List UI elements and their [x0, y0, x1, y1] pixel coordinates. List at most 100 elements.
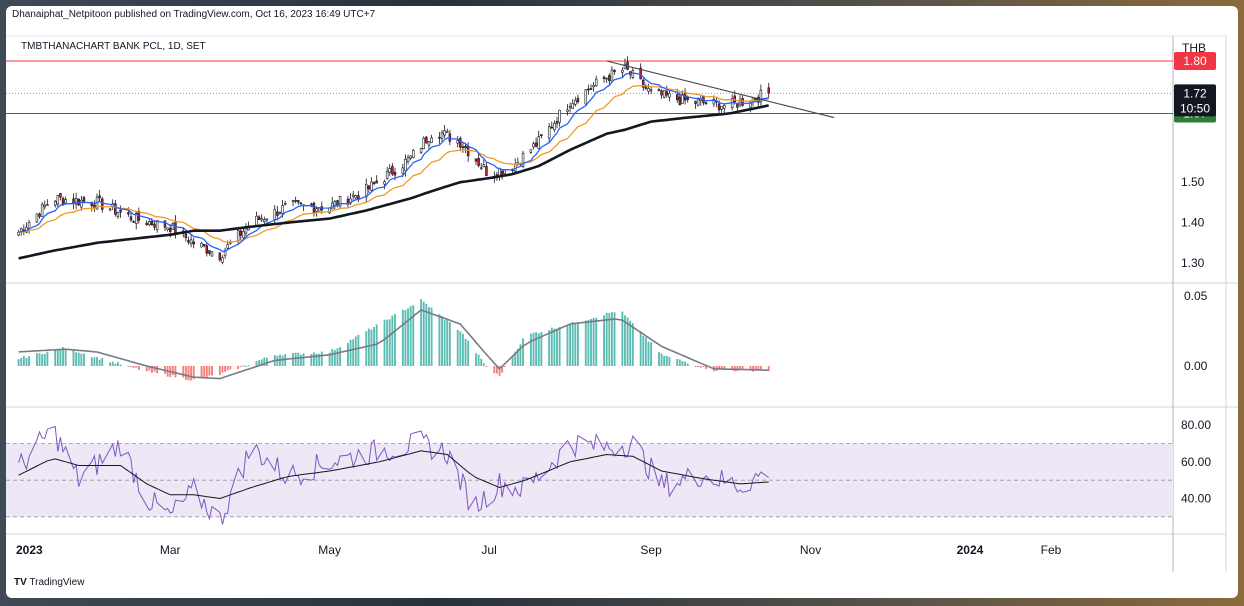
chart-canvas[interactable]: 1.301.401.501.801.671.7210:500.050.0080.…	[6, 6, 1238, 598]
candle	[521, 152, 525, 167]
candle	[40, 203, 44, 217]
histogram-bar	[514, 351, 517, 366]
candle	[171, 222, 175, 230]
candle	[260, 218, 263, 221]
histogram-bar	[603, 315, 606, 366]
histogram-bar	[80, 353, 83, 366]
candle	[657, 89, 661, 91]
candle	[82, 197, 86, 202]
candle	[479, 167, 483, 170]
histogram-bar	[174, 366, 177, 378]
histogram-bar	[229, 366, 232, 370]
histogram-bar	[260, 359, 263, 366]
histogram-bar	[681, 361, 684, 366]
histogram-bar	[720, 366, 723, 370]
histogram-axis-tick: 0.00	[1184, 359, 1208, 373]
histogram-bar	[459, 331, 462, 366]
histogram-bar	[595, 317, 598, 366]
histogram-bar	[346, 343, 349, 366]
candle	[210, 251, 214, 257]
histogram-bar	[590, 318, 592, 366]
candle	[80, 199, 83, 208]
histogram-bar	[574, 323, 577, 366]
histogram-bar	[328, 352, 331, 366]
resistance-badge	[1174, 52, 1216, 70]
histogram-bar	[464, 338, 467, 366]
histogram-bar	[401, 309, 404, 366]
histogram-bar	[759, 366, 762, 370]
time-axis-tick: Mar	[160, 543, 181, 557]
candle	[38, 213, 41, 217]
candle	[759, 89, 763, 103]
histogram-bar	[247, 365, 250, 367]
histogram-bar	[705, 366, 707, 369]
histogram-bar	[320, 351, 323, 366]
histogram-bar	[22, 355, 25, 366]
histogram-bar	[428, 307, 430, 366]
histogram-bar	[566, 325, 569, 366]
candle	[555, 121, 559, 124]
histogram-bar	[302, 353, 305, 366]
histogram-bar	[83, 353, 85, 366]
histogram-bar	[626, 317, 629, 366]
candle	[119, 209, 122, 213]
histogram-bar	[111, 361, 114, 366]
resistance-label: 1.80	[1183, 54, 1207, 68]
histogram-bar	[17, 359, 20, 366]
histogram-bar	[203, 366, 206, 378]
candle	[459, 138, 462, 148]
histogram-bar	[556, 328, 558, 366]
histogram-bar	[109, 362, 112, 366]
candle	[704, 102, 708, 105]
candle	[53, 200, 57, 206]
candle	[239, 230, 243, 236]
histogram-bar	[741, 366, 744, 369]
candle	[236, 230, 240, 241]
candle	[419, 148, 423, 153]
candle	[464, 145, 467, 149]
histogram-bar	[550, 327, 553, 366]
candle	[668, 93, 671, 98]
histogram-bar	[694, 365, 697, 367]
histogram-bar	[46, 351, 49, 366]
candle	[184, 233, 188, 239]
candle	[148, 221, 151, 226]
histogram-bar	[678, 359, 681, 366]
candle	[263, 219, 266, 222]
symbol-title[interactable]: TMBTHANACHART BANK PCL, 1D, SET	[21, 41, 206, 52]
time-axis-tick: May	[318, 543, 341, 557]
candle	[623, 63, 627, 70]
histogram-bar	[446, 319, 449, 366]
candle	[412, 150, 415, 158]
candle	[587, 88, 590, 91]
histogram-bar	[171, 366, 174, 376]
candle	[440, 132, 444, 139]
publisher-line: Dhanaiphat_Netpitoon published on Tradin…	[12, 9, 376, 20]
trendline	[606, 60, 835, 119]
histogram-bar	[156, 366, 159, 374]
candle	[338, 195, 342, 207]
histogram-bar	[352, 339, 355, 366]
candle	[422, 137, 425, 150]
histogram-bar	[383, 319, 386, 366]
histogram-bar	[221, 366, 224, 373]
time-axis-tick: Sep	[640, 543, 662, 557]
histogram-bar	[503, 366, 506, 367]
histogram-bar	[114, 363, 117, 366]
histogram-bar	[190, 366, 193, 381]
histogram-bar	[299, 354, 302, 366]
currency-label: THB	[1182, 41, 1206, 55]
candle	[448, 133, 452, 142]
histogram-bar	[757, 366, 760, 371]
histogram-bar	[28, 356, 31, 366]
candle	[733, 95, 736, 103]
candle	[61, 198, 65, 205]
histogram-bar	[349, 339, 352, 366]
candle	[613, 70, 616, 73]
candle	[532, 143, 535, 148]
candle	[265, 218, 269, 221]
histogram-bar	[448, 322, 451, 366]
histogram-bar	[132, 366, 135, 368]
candle	[678, 96, 682, 106]
histogram-bar	[404, 310, 407, 366]
